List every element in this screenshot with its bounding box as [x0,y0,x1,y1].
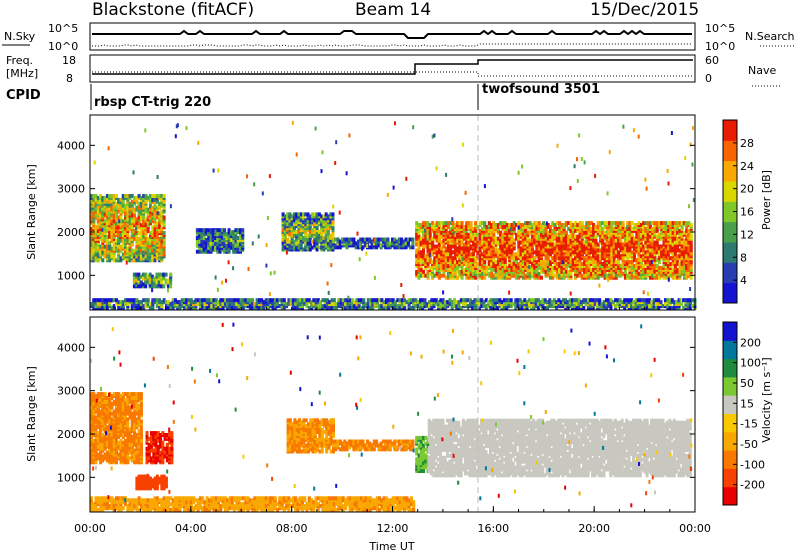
data-cell [115,194,118,198]
data-cell [492,233,495,237]
freq-tick-top: 18 [62,54,76,67]
data-cell [424,298,427,302]
data-cell [631,233,634,237]
data-cell [332,212,335,216]
data-cell [422,270,425,274]
freq-panel: Freq. [MHz] 18 8 60 0 Nave [6,54,782,86]
freq-tick-bottom: 8 [66,72,73,85]
cpid-panel: CPID rbsp CT-trig 220 twofsound 3501 [6,82,600,110]
data-cell [283,298,286,302]
data-cell [510,298,513,302]
data-cell [411,238,414,242]
data-cell [163,241,166,245]
nsearch-trace [92,44,692,46]
nave-label: Nave [748,64,776,77]
data-cell [565,231,568,235]
data-cell [169,280,172,284]
data-cell [120,215,123,219]
cpid-program-2: twofsound 3501 [482,82,600,97]
data-cell [690,233,693,237]
data-cell [581,221,584,225]
data-cell [617,260,620,264]
data-cell [165,273,168,277]
nsky-label: N.Sky [4,30,36,43]
data-cell [163,231,166,235]
data-cell [333,298,336,302]
data-cell [624,270,627,274]
data-cell [690,276,693,280]
freq-unit-label: [MHz] [6,67,38,80]
freq-frame [90,55,695,82]
data-cell [656,241,659,245]
data-cell [594,239,597,243]
data-cell [470,221,473,225]
data-cell [251,298,254,302]
data-cell [422,248,425,252]
data-cell [411,241,414,245]
data-cell [483,276,486,280]
data-cell [133,214,136,218]
data-cell [162,284,165,288]
cpid-label: CPID [6,88,41,103]
data-cell [101,258,104,262]
data-cell [126,233,129,237]
data-cell [386,238,389,242]
data-cell [163,215,166,219]
nave-tick-top: 60 [705,54,719,67]
data-cell [144,284,147,288]
data-cell [169,273,172,277]
beam-title: Beam 14 [355,0,431,20]
data-cell [147,298,150,302]
data-cell [223,228,226,232]
data-cell [362,298,365,302]
data-cell [622,221,625,225]
data-cell [474,221,477,225]
data-cell [169,284,172,288]
data-cell [122,200,125,204]
data-cell [461,276,464,280]
data-cell [461,221,464,225]
nsky-trace [92,31,692,38]
data-cell [483,221,486,225]
data-cell [241,228,244,232]
data-cell [163,194,166,198]
nsearch-label: N.Search [745,30,795,43]
nave-tick-bottom: 0 [705,72,712,85]
data-cell [228,250,231,254]
data-cell [540,276,543,280]
data-cell [690,223,693,227]
freq-label: Freq. [6,54,33,67]
nsearch-tick-bottom: 10^0 [705,40,735,53]
nsky-tick-bottom: 10^0 [48,40,78,53]
data-cell [658,260,661,264]
nsky-frame [90,23,695,50]
data-cell [332,226,335,230]
nsky-panel: N.Sky 10^5 10^0 10^5 10^0 N.Search [2,22,795,53]
power-data-layer [90,121,697,310]
data-cell [160,280,163,284]
data-cell [570,272,573,276]
data-cell [163,251,166,255]
data-cell [511,235,514,239]
cpid-program-1: rbsp CT-trig 220 [94,95,211,110]
nsearch-tick-top: 10^5 [705,22,735,35]
data-cell [352,238,355,242]
nsky-tick-top: 10^5 [48,22,78,35]
data-cell [690,266,693,270]
station-title: Blackstone (fitACF) [92,0,254,20]
data-cell [332,220,335,224]
date-title: 15/Dec/2015 [590,0,699,20]
data-cell [690,243,693,247]
